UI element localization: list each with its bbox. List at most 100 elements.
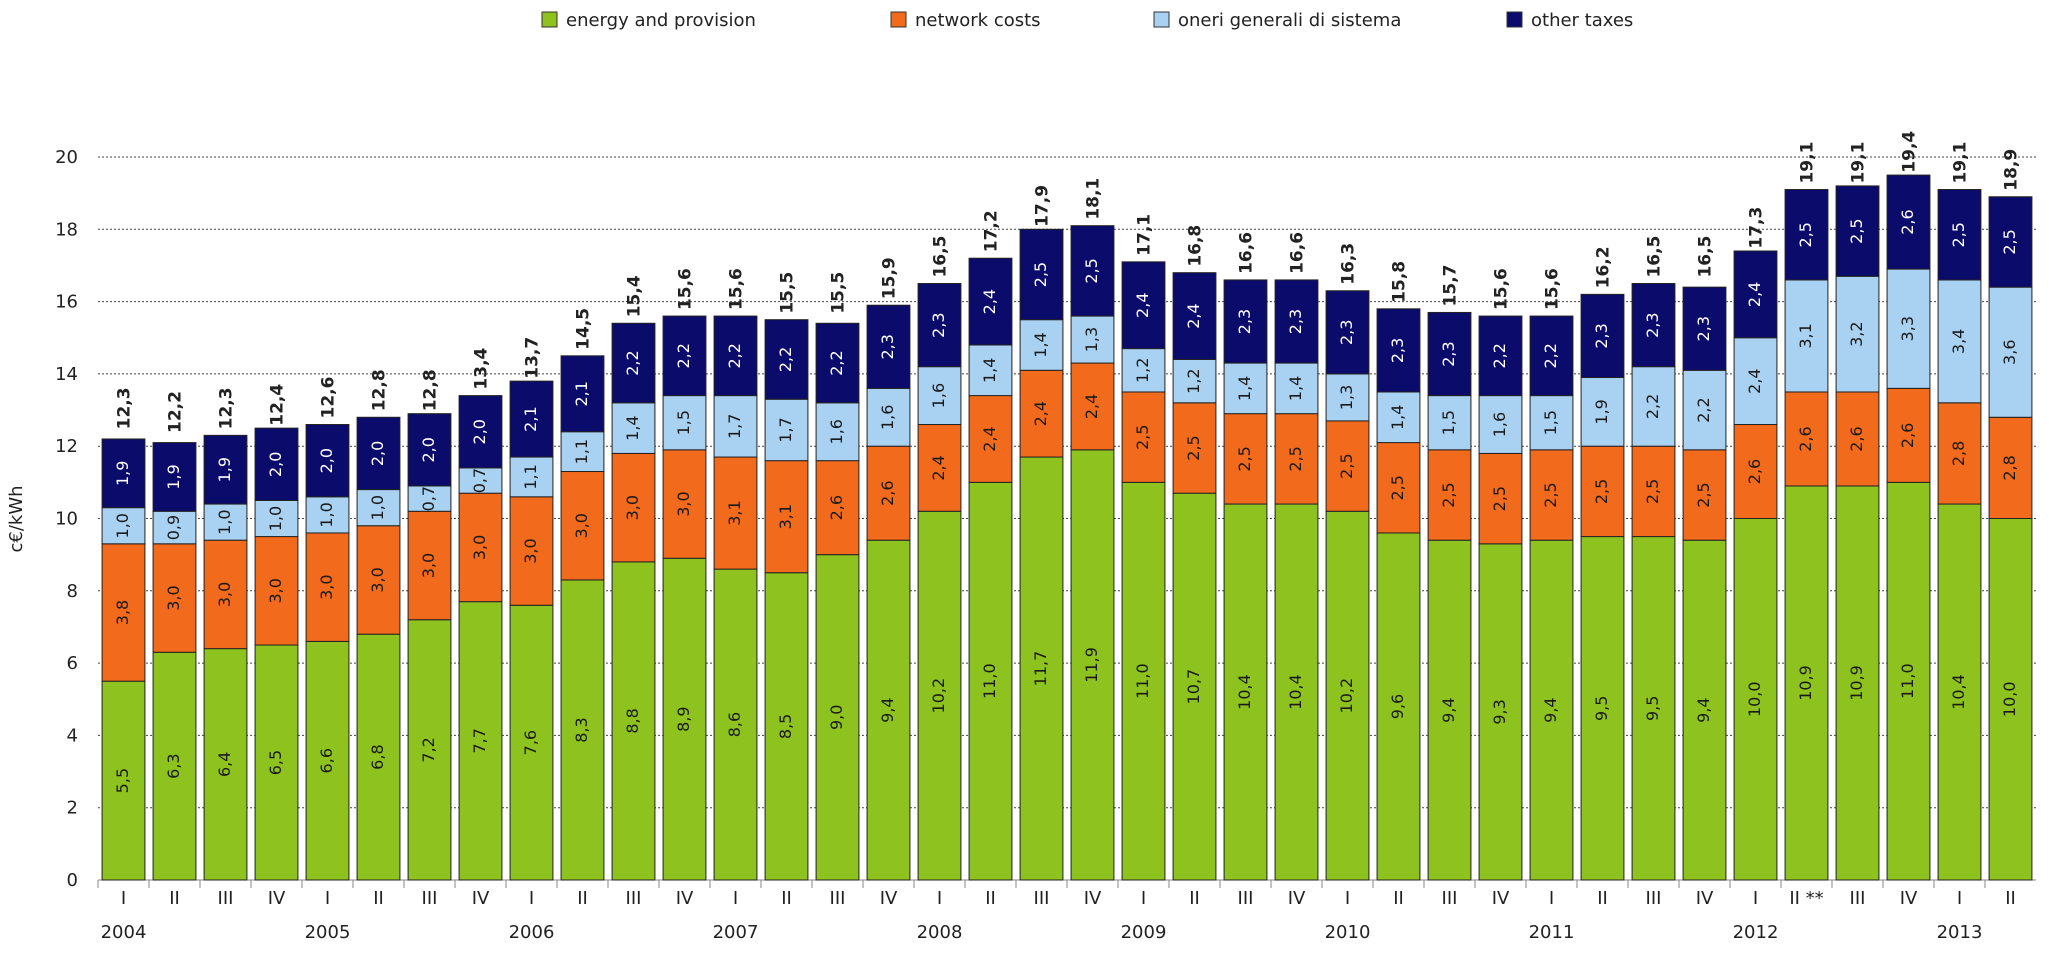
year-label: 2007 — [713, 922, 759, 943]
bar-segment — [1223, 503, 1268, 881]
bar-segment — [968, 257, 1013, 346]
value-label: 1,5 — [674, 410, 693, 435]
y-tick-label: 16 — [55, 292, 78, 313]
value-label: 2,5 — [2000, 229, 2019, 254]
x-tick-label: III — [1646, 888, 1662, 909]
value-label: 11,9 — [1082, 647, 1101, 683]
value-label: 3,0 — [266, 578, 285, 603]
total-label: 19,1 — [1849, 142, 1869, 184]
bar-segment — [1937, 279, 1982, 404]
value-label: 3,4 — [1949, 329, 1968, 354]
bar-segment — [1070, 362, 1115, 451]
total-label: 15,6 — [1543, 268, 1563, 310]
value-label: 8,3 — [572, 717, 591, 742]
value-label: 9,6 — [1388, 694, 1407, 719]
bar-segment — [1070, 225, 1115, 317]
value-label: 2,2 — [623, 350, 642, 375]
bar-segment — [152, 442, 197, 512]
value-label: 10,9 — [1796, 665, 1815, 701]
bar-segment — [662, 315, 707, 397]
bar-segment — [1121, 261, 1166, 350]
value-label: 10,4 — [1286, 674, 1305, 710]
total-label: 12,4 — [268, 384, 288, 426]
bar-segment — [1733, 518, 1778, 881]
bar-segment — [1172, 272, 1217, 360]
legend-swatch — [890, 11, 907, 28]
value-label: 1,0 — [368, 495, 387, 520]
value-label: 1,2 — [1133, 358, 1152, 383]
value-label: 7,6 — [521, 730, 540, 755]
value-label: 1,3 — [1082, 327, 1101, 352]
value-label: 2,3 — [1286, 309, 1305, 334]
x-tick-label: IV — [1288, 888, 1306, 909]
value-label: 3,1 — [725, 500, 744, 525]
value-label: 2,8 — [2000, 455, 2019, 480]
bar-segment — [866, 304, 911, 389]
value-label: 2,4 — [980, 289, 999, 314]
total-label: 16,5 — [1645, 236, 1665, 278]
y-tick-label: 20 — [55, 147, 78, 168]
bar-segment — [1121, 391, 1166, 483]
x-tick-label: I — [121, 888, 126, 909]
bar-segment — [1988, 518, 2033, 881]
bar-segment — [1682, 369, 1727, 451]
x-tick-label: II ** — [1789, 888, 1823, 909]
value-label: 3,3 — [1898, 316, 1917, 341]
value-label: 2,5 — [1796, 222, 1815, 247]
total-label: 12,3 — [217, 387, 237, 429]
value-label: 2,3 — [1337, 320, 1356, 345]
value-label: 2,2 — [1694, 397, 1713, 422]
bar-segment — [815, 322, 860, 404]
value-label: 2,4 — [1745, 368, 1764, 393]
value-label: 1,2 — [1184, 368, 1203, 393]
bar-segment — [203, 434, 248, 505]
value-label: 2,0 — [368, 441, 387, 466]
bar-segment — [1223, 279, 1268, 364]
bar-segment — [917, 510, 962, 881]
bar-segment — [152, 510, 197, 545]
value-label: 1,6 — [827, 419, 846, 444]
value-label: 3,0 — [368, 567, 387, 592]
value-label: 1,1 — [521, 464, 540, 489]
bar-segment — [764, 572, 809, 881]
x-tick-label: III — [830, 888, 846, 909]
total-label: 16,2 — [1594, 246, 1614, 288]
y-tick-label: 10 — [55, 509, 78, 530]
value-label: 6,6 — [317, 748, 336, 773]
bar-segment — [1172, 492, 1217, 881]
bar-segment — [1427, 539, 1472, 881]
value-label: 1,7 — [776, 417, 795, 442]
x-tick-label: III — [1034, 888, 1050, 909]
bar-segment — [1886, 387, 1931, 483]
value-label: 10,9 — [1847, 665, 1866, 701]
bar-segment — [254, 499, 299, 538]
total-label: 17,9 — [1033, 185, 1053, 227]
x-tick-label: I — [1957, 888, 1962, 909]
value-label: 2,3 — [1592, 323, 1611, 348]
value-label: 3,0 — [164, 585, 183, 610]
bar-segment — [101, 507, 146, 545]
bar-segment — [815, 460, 860, 556]
value-label: 3,1 — [1796, 323, 1815, 348]
value-label: 6,3 — [164, 753, 183, 778]
bar-segment — [1376, 442, 1421, 534]
bar-segment — [713, 568, 758, 881]
value-label: 10,0 — [2000, 681, 2019, 717]
value-label: 2,5 — [1694, 482, 1713, 507]
total-label: 12,6 — [319, 377, 339, 419]
value-label: 0,9 — [164, 515, 183, 540]
value-label: 1,4 — [1235, 376, 1254, 401]
y-tick-label: 18 — [55, 219, 78, 240]
year-label: 2011 — [1529, 922, 1575, 943]
value-label: 2,2 — [725, 343, 744, 368]
bar-segment — [1274, 503, 1319, 881]
bar-segment — [305, 640, 350, 881]
x-tick-label: III — [1850, 888, 1866, 909]
bar-segment — [1937, 189, 1982, 281]
value-label: 2,2 — [827, 350, 846, 375]
value-label: 2,2 — [1643, 394, 1662, 419]
value-label: 2,5 — [1082, 258, 1101, 283]
total-label: 15,4 — [625, 275, 645, 317]
value-label: 6,8 — [368, 744, 387, 769]
x-tick-label: II — [1189, 888, 1200, 909]
